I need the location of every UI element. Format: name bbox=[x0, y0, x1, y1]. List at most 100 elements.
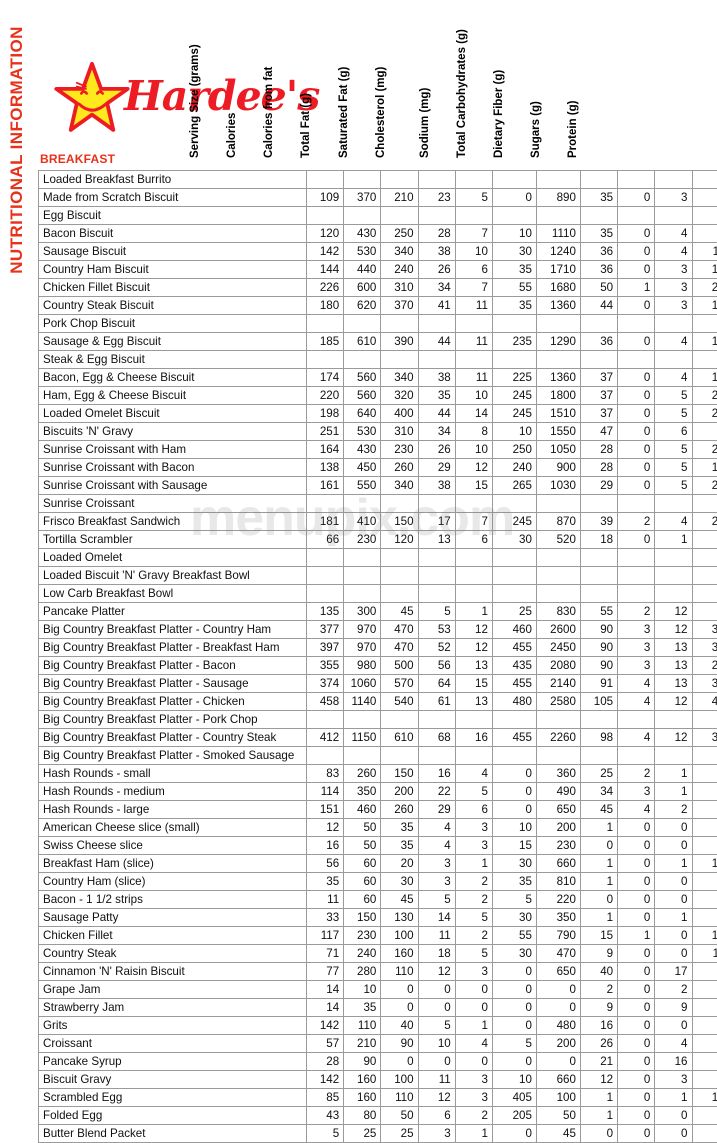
value-cell: 100 bbox=[536, 1089, 580, 1107]
value-cell bbox=[307, 495, 344, 513]
value-cell bbox=[344, 549, 381, 567]
value-cell: 0 bbox=[655, 945, 692, 963]
side-title-text: NUTRITIONAL INFORMATION bbox=[7, 26, 27, 274]
value-cell bbox=[692, 711, 717, 729]
item-name-cell: Loaded Omelet Biscuit bbox=[39, 405, 307, 423]
value-cell: 1140 bbox=[344, 693, 381, 711]
value-cell: 15 bbox=[580, 927, 617, 945]
value-cell: 7 bbox=[455, 279, 492, 297]
value-cell: 1800 bbox=[536, 387, 580, 405]
value-cell: 0 bbox=[655, 819, 692, 837]
item-name-cell: Sausage Biscuit bbox=[39, 243, 307, 261]
item-name-cell: Biscuits 'N' Gravy bbox=[39, 423, 307, 441]
value-cell: 5 bbox=[655, 441, 692, 459]
value-cell bbox=[580, 171, 617, 189]
table-row: Butter Blend Packet52525310450000 bbox=[39, 1125, 717, 1143]
value-cell: 9 bbox=[692, 873, 717, 891]
value-cell: 53 bbox=[418, 621, 455, 639]
hardees-star-icon bbox=[54, 60, 130, 136]
value-cell: 14 bbox=[307, 981, 344, 999]
value-cell: 1 bbox=[580, 819, 617, 837]
value-cell bbox=[692, 207, 717, 225]
value-cell bbox=[492, 207, 536, 225]
value-cell: 185 bbox=[307, 333, 344, 351]
value-cell: 1 bbox=[655, 783, 692, 801]
value-cell: 11 bbox=[455, 333, 492, 351]
value-cell: 230 bbox=[344, 531, 381, 549]
item-name-cell: Big Country Breakfast Platter - Chicken bbox=[39, 693, 307, 711]
value-cell: 35 bbox=[418, 387, 455, 405]
value-cell: 100 bbox=[381, 1071, 418, 1089]
value-cell: 181 bbox=[307, 513, 344, 531]
value-cell: 0 bbox=[618, 1035, 655, 1053]
table-row: Hash Rounds - small83260150164036025213 bbox=[39, 765, 717, 783]
value-cell: 30 bbox=[492, 243, 536, 261]
value-cell: 790 bbox=[536, 927, 580, 945]
value-cell: 44 bbox=[580, 297, 617, 315]
value-cell: 226 bbox=[307, 279, 344, 297]
value-cell: 0 bbox=[618, 261, 655, 279]
value-cell: 490 bbox=[536, 783, 580, 801]
value-cell: 0 bbox=[618, 1125, 655, 1143]
value-cell: 300 bbox=[344, 603, 381, 621]
item-name-cell: Hash Rounds - medium bbox=[39, 783, 307, 801]
value-cell: 17 bbox=[418, 513, 455, 531]
value-cell: 23 bbox=[418, 189, 455, 207]
value-cell: 12 bbox=[418, 963, 455, 981]
value-cell bbox=[492, 711, 536, 729]
value-cell: 1 bbox=[618, 279, 655, 297]
value-cell: 0 bbox=[618, 891, 655, 909]
value-cell: 2 bbox=[618, 603, 655, 621]
value-cell: 2260 bbox=[536, 729, 580, 747]
value-cell bbox=[618, 171, 655, 189]
table-row: Grits1421104051048016002 bbox=[39, 1017, 717, 1035]
value-cell: 23 bbox=[692, 387, 717, 405]
value-cell: 50 bbox=[344, 819, 381, 837]
value-cell: 12 bbox=[692, 1089, 717, 1107]
value-cell: 0 bbox=[492, 963, 536, 981]
value-cell: 17 bbox=[692, 333, 717, 351]
item-name-cell: Sunrise Croissant with Sausage bbox=[39, 477, 307, 495]
item-name-cell: Sunrise Croissant with Bacon bbox=[39, 459, 307, 477]
value-cell: 1550 bbox=[536, 423, 580, 441]
value-cell: 0 bbox=[618, 297, 655, 315]
value-cell: 28 bbox=[580, 441, 617, 459]
value-cell: 0 bbox=[655, 873, 692, 891]
value-cell: 0 bbox=[655, 1017, 692, 1035]
value-cell bbox=[344, 711, 381, 729]
value-cell: 3 bbox=[655, 1071, 692, 1089]
value-cell: 26 bbox=[580, 1035, 617, 1053]
value-cell: 37 bbox=[580, 405, 617, 423]
value-cell: 3 bbox=[455, 837, 492, 855]
value-cell bbox=[381, 585, 418, 603]
value-cell: 90 bbox=[344, 1053, 381, 1071]
value-cell bbox=[618, 585, 655, 603]
value-cell: 100 bbox=[381, 927, 418, 945]
value-cell: 5 bbox=[692, 189, 717, 207]
value-cell: 142 bbox=[307, 1017, 344, 1035]
value-cell: 3 bbox=[418, 855, 455, 873]
value-cell: 13 bbox=[655, 639, 692, 657]
value-cell: 6 bbox=[455, 261, 492, 279]
value-cell: 0 bbox=[618, 909, 655, 927]
value-cell bbox=[618, 549, 655, 567]
value-cell: 12 bbox=[655, 621, 692, 639]
value-cell: 0 bbox=[618, 837, 655, 855]
value-cell: 3 bbox=[618, 657, 655, 675]
value-cell: 144 bbox=[307, 261, 344, 279]
value-cell: 45 bbox=[381, 891, 418, 909]
item-name-cell: Big Country Breakfast Platter - Smoked S… bbox=[39, 747, 307, 765]
value-cell: 45 bbox=[536, 1125, 580, 1143]
table-row: Country Steak712401601853047090011 bbox=[39, 945, 717, 963]
value-cell bbox=[655, 711, 692, 729]
value-cell: 5 bbox=[418, 603, 455, 621]
item-name-cell: Sunrise Croissant bbox=[39, 495, 307, 513]
value-cell: 520 bbox=[536, 531, 580, 549]
value-cell: 4 bbox=[692, 837, 717, 855]
value-cell: 34 bbox=[418, 279, 455, 297]
value-cell: 5 bbox=[455, 783, 492, 801]
